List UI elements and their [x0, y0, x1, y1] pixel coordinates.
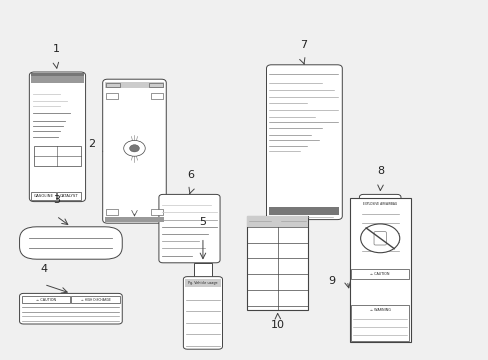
Bar: [151, 93, 163, 99]
Bar: [151, 209, 163, 215]
Text: 9: 9: [327, 276, 334, 286]
FancyBboxPatch shape: [102, 79, 166, 223]
Circle shape: [123, 140, 145, 156]
Bar: [105, 93, 118, 99]
Text: 5: 5: [199, 217, 206, 227]
Bar: [269, 207, 339, 215]
FancyBboxPatch shape: [183, 276, 222, 349]
Text: CATALYST: CATALYST: [60, 194, 78, 198]
Text: 1: 1: [53, 44, 60, 54]
Text: GASOLINE: GASOLINE: [33, 194, 53, 198]
Bar: [104, 217, 164, 222]
Text: 3: 3: [53, 195, 60, 205]
Bar: [105, 209, 118, 215]
Text: Pg. Vehicle usage: Pg. Vehicle usage: [188, 281, 217, 285]
Bar: [350, 305, 408, 341]
Bar: [349, 198, 410, 342]
Circle shape: [360, 224, 399, 253]
Bar: [21, 296, 70, 303]
Bar: [57, 192, 81, 200]
Text: 6: 6: [187, 170, 194, 180]
FancyBboxPatch shape: [159, 194, 220, 263]
Bar: [350, 269, 408, 279]
Text: ⚠ HIGH DISCHARGE: ⚠ HIGH DISCHARGE: [81, 297, 111, 302]
Text: EXPLOSIVE AIR/AIRBAG: EXPLOSIVE AIR/AIRBAG: [363, 202, 396, 206]
Bar: [194, 262, 211, 276]
Text: 2: 2: [88, 139, 95, 149]
Bar: [71, 296, 120, 303]
FancyBboxPatch shape: [359, 194, 400, 256]
Text: 8: 8: [376, 166, 383, 176]
Bar: [104, 82, 164, 88]
Text: 4: 4: [41, 264, 47, 274]
Bar: [246, 216, 307, 227]
Text: 7: 7: [299, 40, 306, 50]
Bar: [31, 192, 55, 200]
Bar: [184, 279, 221, 287]
FancyBboxPatch shape: [266, 65, 342, 220]
FancyBboxPatch shape: [29, 72, 85, 202]
Text: ⚠ CAUTION: ⚠ CAUTION: [36, 297, 56, 302]
Bar: [31, 75, 83, 83]
Circle shape: [129, 145, 139, 152]
Bar: [246, 216, 307, 310]
Bar: [31, 73, 83, 76]
FancyBboxPatch shape: [373, 231, 386, 245]
Text: ⚠ WARNING: ⚠ WARNING: [369, 308, 390, 312]
Text: ⚠ CAUTION: ⚠ CAUTION: [370, 271, 389, 276]
Bar: [148, 83, 163, 87]
FancyBboxPatch shape: [20, 227, 122, 259]
Bar: [34, 146, 81, 166]
Bar: [105, 83, 120, 87]
Text: 10: 10: [270, 320, 284, 330]
FancyBboxPatch shape: [20, 293, 122, 324]
